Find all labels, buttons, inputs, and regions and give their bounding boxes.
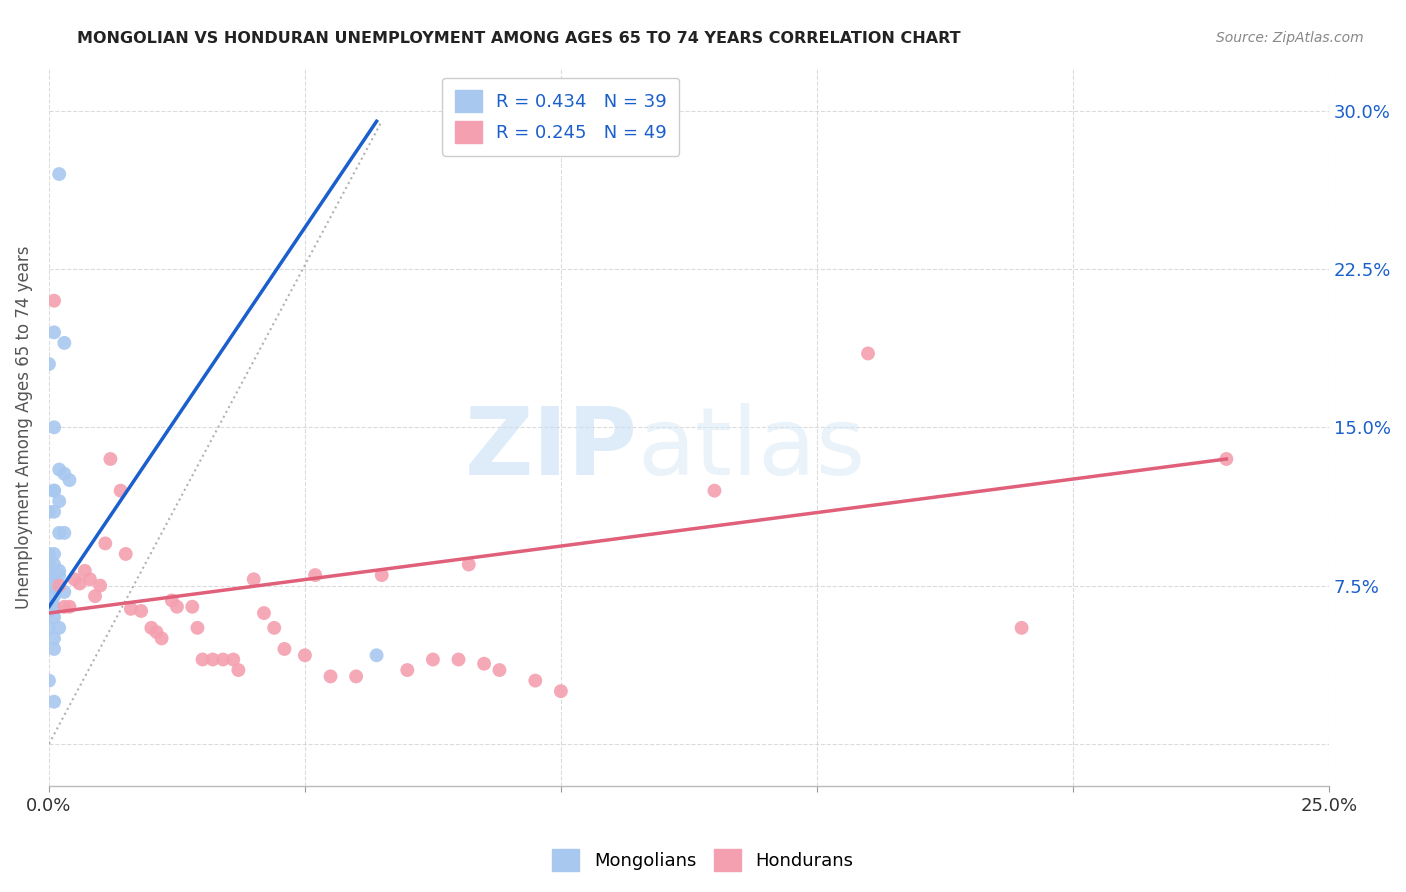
Point	[38, 673, 60, 688]
Point	[160, 593, 183, 607]
Point	[42, 558, 65, 572]
Point	[53, 525, 76, 540]
Point	[42, 568, 65, 582]
Point	[242, 572, 264, 586]
Point	[304, 568, 326, 582]
Point	[100, 452, 122, 467]
Text: ZIP: ZIP	[465, 403, 638, 495]
Point	[48, 564, 70, 578]
Point	[42, 695, 65, 709]
Point	[120, 602, 142, 616]
Point	[181, 599, 204, 614]
Text: MONGOLIAN VS HONDURAN UNEMPLOYMENT AMONG AGES 65 TO 74 YEARS CORRELATION CHART: MONGOLIAN VS HONDURAN UNEMPLOYMENT AMONG…	[77, 31, 960, 46]
Legend: Mongolians, Hondurans: Mongolians, Hondurans	[546, 842, 860, 879]
Point	[228, 663, 250, 677]
Point	[48, 167, 70, 181]
Y-axis label: Unemployment Among Ages 65 to 74 years: Unemployment Among Ages 65 to 74 years	[15, 245, 32, 609]
Point	[48, 621, 70, 635]
Point	[42, 581, 65, 595]
Point	[42, 483, 65, 498]
Point	[73, 564, 96, 578]
Point	[422, 652, 444, 666]
Point	[488, 663, 510, 677]
Point	[42, 547, 65, 561]
Point	[94, 536, 117, 550]
Point	[84, 589, 107, 603]
Point	[53, 335, 76, 350]
Text: Source: ZipAtlas.com: Source: ZipAtlas.com	[1216, 31, 1364, 45]
Point	[42, 505, 65, 519]
Point	[53, 467, 76, 481]
Point	[253, 606, 276, 620]
Point	[201, 652, 224, 666]
Point	[110, 483, 132, 498]
Point	[48, 525, 70, 540]
Point	[294, 648, 316, 663]
Point	[1215, 452, 1237, 467]
Point	[472, 657, 495, 671]
Legend: R = 0.434   N = 39, R = 0.245   N = 49: R = 0.434 N = 39, R = 0.245 N = 49	[441, 78, 679, 156]
Point	[447, 652, 470, 666]
Text: atlas: atlas	[638, 403, 866, 495]
Point	[42, 610, 65, 624]
Point	[38, 579, 60, 593]
Point	[53, 599, 76, 614]
Point	[42, 632, 65, 646]
Point	[79, 572, 101, 586]
Point	[58, 599, 80, 614]
Point	[42, 483, 65, 498]
Point	[42, 293, 65, 308]
Point	[38, 505, 60, 519]
Point	[42, 642, 65, 657]
Point	[48, 462, 70, 476]
Point	[129, 604, 152, 618]
Point	[273, 642, 295, 657]
Point	[42, 599, 65, 614]
Point	[370, 568, 392, 582]
Point	[145, 625, 167, 640]
Point	[344, 669, 367, 683]
Point	[263, 621, 285, 635]
Point	[42, 599, 65, 614]
Point	[38, 621, 60, 635]
Point	[1011, 621, 1033, 635]
Point	[396, 663, 419, 677]
Point	[63, 572, 86, 586]
Point	[89, 579, 111, 593]
Point	[212, 652, 235, 666]
Point	[69, 576, 91, 591]
Point	[550, 684, 572, 698]
Point	[166, 599, 188, 614]
Point	[856, 346, 879, 360]
Point	[457, 558, 479, 572]
Point	[150, 632, 173, 646]
Point	[38, 558, 60, 572]
Point	[42, 568, 65, 582]
Point	[191, 652, 214, 666]
Point	[42, 420, 65, 434]
Point	[42, 326, 65, 340]
Point	[48, 579, 70, 593]
Point	[38, 604, 60, 618]
Point	[366, 648, 388, 663]
Point	[58, 473, 80, 487]
Point	[38, 547, 60, 561]
Point	[703, 483, 725, 498]
Point	[186, 621, 208, 635]
Point	[48, 494, 70, 508]
Point	[42, 579, 65, 593]
Point	[141, 621, 163, 635]
Point	[42, 589, 65, 603]
Point	[114, 547, 136, 561]
Point	[222, 652, 245, 666]
Point	[38, 357, 60, 371]
Point	[524, 673, 547, 688]
Point	[53, 585, 76, 599]
Point	[319, 669, 342, 683]
Point	[48, 568, 70, 582]
